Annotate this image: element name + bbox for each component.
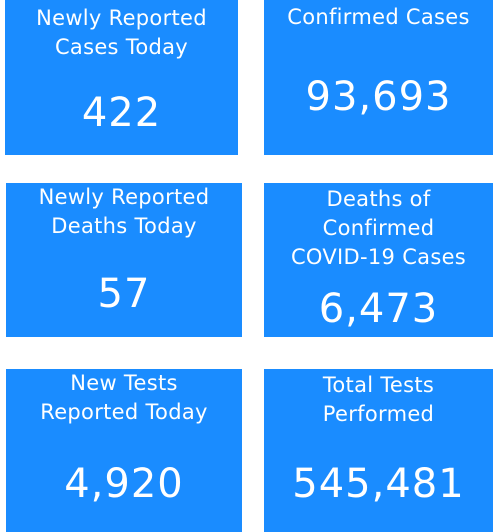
tile-total-tests-performed: Total Tests Performed 545,481 xyxy=(264,369,493,532)
tile-deaths-confirmed-covid-cases: Deaths of Confirmed COVID-19 Cases 6,473 xyxy=(264,183,493,337)
tile-new-tests-reported-today: New Tests Reported Today 4,920 xyxy=(6,369,242,532)
tile-label: Total Tests Performed xyxy=(264,371,493,429)
tile-label-line: Deaths of xyxy=(326,187,431,211)
tile-value: 93,693 xyxy=(305,74,452,120)
tile-label-line: Total Tests xyxy=(322,373,435,397)
tile-value: 545,481 xyxy=(292,461,465,507)
tile-label: Confirmed Cases xyxy=(264,3,493,32)
tile-label-line: Cases Today xyxy=(54,35,189,59)
tile-label-line: Deaths Today xyxy=(51,214,197,238)
tile-label: Newly Reported Cases Today xyxy=(5,4,238,62)
tile-value: 6,473 xyxy=(318,286,439,332)
tile-label: New Tests Reported Today xyxy=(6,369,242,427)
tile-label-line: Performed xyxy=(322,402,435,426)
tile-label-line: Reported Today xyxy=(40,400,208,424)
tile-newly-reported-cases-today: Newly Reported Cases Today 422 xyxy=(5,0,238,155)
tile-label-line: Confirmed xyxy=(322,216,435,240)
tile-value: 57 xyxy=(97,271,151,317)
tile-label-line: COVID-19 Cases xyxy=(290,245,467,269)
tile-label-line: Newly Reported xyxy=(38,185,210,209)
tile-label-line: New Tests xyxy=(70,371,178,395)
tile-label: Deaths of Confirmed COVID-19 Cases xyxy=(264,185,493,272)
tile-newly-reported-deaths-today: Newly Reported Deaths Today 57 xyxy=(6,183,242,337)
tile-label-line: Confirmed Cases xyxy=(287,5,470,29)
tile-confirmed-cases: Confirmed Cases 93,693 xyxy=(264,0,493,155)
tile-label-line: Newly Reported xyxy=(36,6,207,30)
tile-label: Newly Reported Deaths Today xyxy=(6,183,242,241)
tile-value: 422 xyxy=(81,90,162,136)
tile-value: 4,920 xyxy=(64,461,184,507)
